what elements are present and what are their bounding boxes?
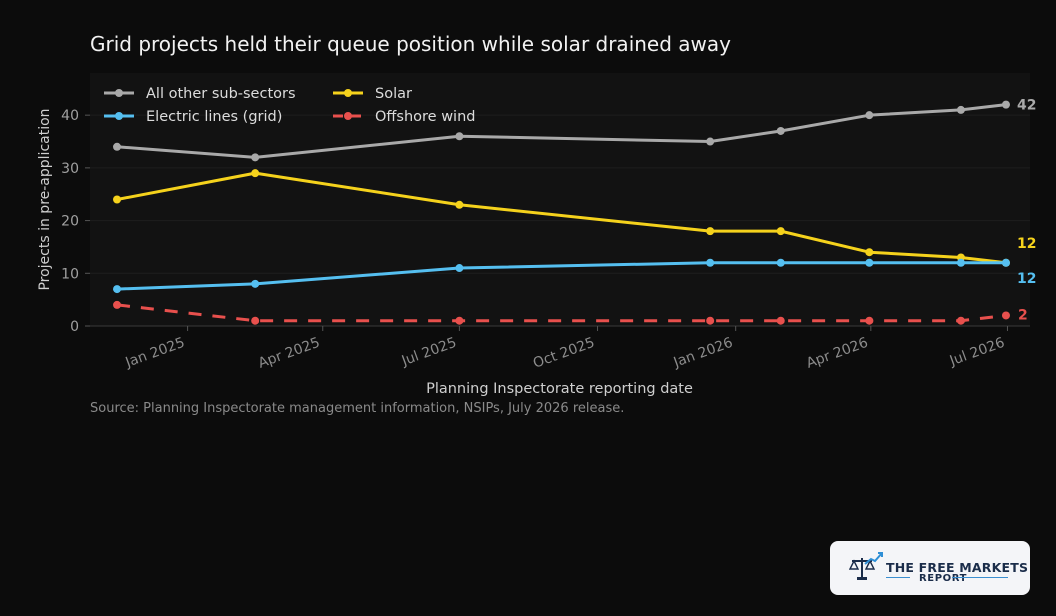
data-point: [865, 258, 874, 267]
series-line: [115, 171, 1008, 265]
legend-swatch-marker: [344, 89, 352, 97]
data-point: [1001, 258, 1010, 267]
line-chart: 0 10 20 30 40 Jan 2025 Apr 2025 Jul 2025 Oct 202…: [37, 86, 1037, 397]
data-point: [455, 132, 464, 141]
legend-label: Electric lines (grid): [146, 109, 282, 125]
data-point: [776, 316, 785, 325]
end-value-label: 2: [1018, 307, 1028, 323]
data-point: [1001, 100, 1010, 109]
data-point: [776, 126, 785, 135]
data-point: [113, 285, 122, 294]
data-point: [776, 258, 785, 267]
data-point: [455, 200, 464, 209]
data-point: [706, 137, 715, 146]
data-point: [455, 316, 464, 325]
data-point: [706, 258, 715, 267]
legend-swatch-marker: [115, 112, 123, 120]
logo-rule: [886, 577, 910, 578]
legend-item: Offshore wind: [333, 109, 475, 125]
data-point: [956, 316, 965, 325]
data-point: [956, 105, 965, 114]
legend-label: Offshore wind: [375, 109, 475, 125]
legend-swatch-marker: [115, 89, 123, 97]
end-value-label: 42: [1017, 98, 1036, 114]
logo-subtitle: REPORT: [919, 573, 968, 584]
end-value-label: 12: [1017, 271, 1036, 287]
series-line: [115, 103, 1008, 159]
data-point: [455, 264, 464, 273]
data-point: [113, 195, 122, 204]
y-tick-label: 20: [61, 214, 79, 230]
publisher-logo: THE FREE MARKETS REPORT: [830, 541, 1030, 595]
legend-item: All other sub-sectors: [104, 86, 296, 102]
x-tick-label: Jan 2026: [671, 335, 735, 371]
y-tick-label: 0: [70, 319, 79, 335]
data-point: [865, 316, 874, 325]
legend-item: Solar: [333, 86, 412, 102]
source-note: Source: Planning Inspectorate management…: [90, 401, 625, 416]
legend-swatch-marker: [344, 112, 352, 120]
data-point: [113, 300, 122, 309]
scales-of-justice-icon: [849, 552, 883, 580]
data-point: [865, 248, 874, 257]
y-tick-label: 40: [61, 108, 79, 124]
logo-rule: [952, 577, 1008, 578]
data-point: [251, 316, 260, 325]
data-point: [251, 153, 260, 162]
end-value-label: 12: [1017, 236, 1036, 252]
x-tick-label: Oct 2025: [531, 335, 597, 372]
chart-title: Grid projects held their queue position …: [90, 32, 731, 56]
x-tick-label: Jan 2025: [123, 335, 187, 371]
x-tick-label: Jul 2025: [399, 335, 459, 370]
y-tick-label: 10: [61, 266, 79, 282]
x-tick-label: Apr 2026: [804, 335, 870, 372]
data-point: [113, 142, 122, 151]
data-point: [956, 258, 965, 267]
series-line: [116, 303, 1007, 323]
x-tick-label: Apr 2025: [256, 335, 322, 372]
data-point: [1001, 311, 1010, 320]
data-point: [706, 316, 715, 325]
series-line: [115, 261, 1008, 291]
data-point: [251, 279, 260, 288]
legend-label: Solar: [375, 86, 412, 102]
legend-label: All other sub-sectors: [146, 86, 296, 102]
logo-wordmark: THE FREE MARKETS: [886, 560, 1029, 575]
y-axis-label: Projects in pre-application: [37, 108, 53, 290]
data-point: [706, 227, 715, 236]
legend-item: Electric lines (grid): [104, 109, 282, 125]
data-point: [865, 111, 874, 120]
x-tick-label: Jul 2026: [947, 335, 1007, 370]
y-tick-label: 30: [61, 161, 79, 177]
data-point: [251, 169, 260, 178]
data-point: [776, 227, 785, 236]
x-axis-label: Planning Inspectorate reporting date: [426, 381, 693, 397]
